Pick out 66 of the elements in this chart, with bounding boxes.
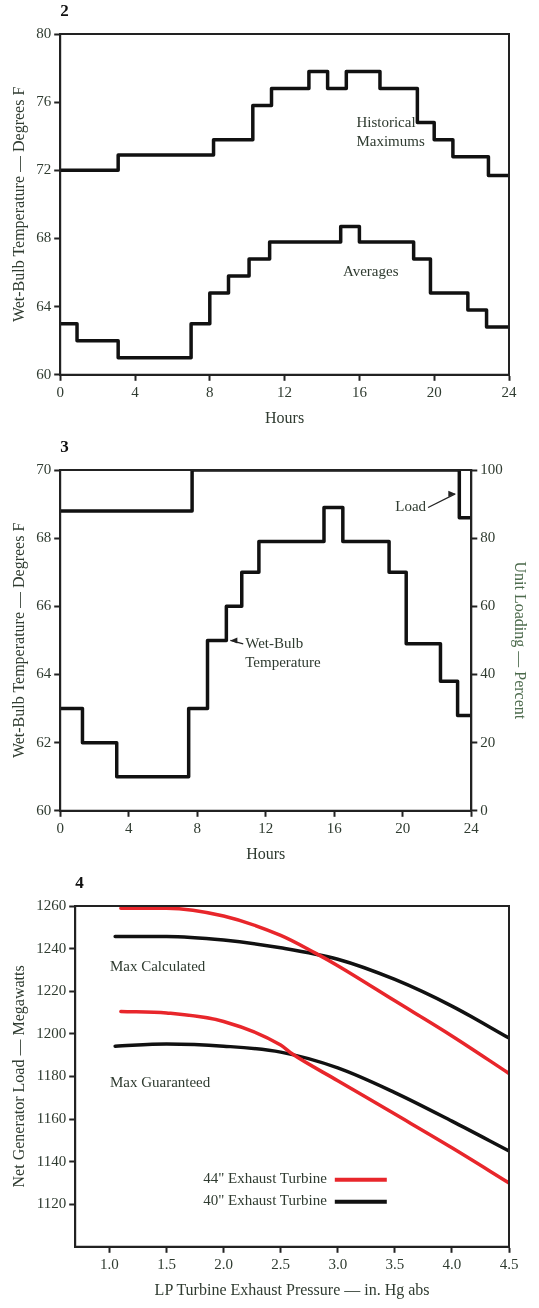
x-tick-label: 16 xyxy=(326,819,343,836)
y-tick-label: 1160 xyxy=(36,1109,67,1126)
annotation: Max Calculated xyxy=(109,958,206,975)
x-tick-label: 12 xyxy=(258,819,274,836)
y-tick-label: 64 xyxy=(36,297,52,314)
y-tick-label: 1140 xyxy=(36,1152,67,1169)
x-tick-label: 4 xyxy=(131,383,140,400)
y-tick-label: 1220 xyxy=(36,982,67,999)
x-tick-label: 1.0 xyxy=(100,1255,119,1272)
y-tick-label: 80 xyxy=(36,24,52,41)
y2-tick-label: 20 xyxy=(480,733,496,750)
y-tick-label: 1180 xyxy=(36,1067,67,1084)
x-tick-label: 2.5 xyxy=(271,1255,291,1272)
y-tick-label: 66 xyxy=(36,597,52,614)
series-label: Averages xyxy=(342,263,399,280)
x-tick-label: 8 xyxy=(206,383,214,400)
y-tick-label: 76 xyxy=(36,93,52,110)
y-axis-title: Wet-Bulb Temperature — Degrees F xyxy=(9,86,28,323)
legend-label: 44" Exhaust Turbine xyxy=(203,1169,328,1186)
y-tick-label: 1260 xyxy=(36,896,67,913)
x-axis-title: LP Turbine Exhaust Pressure — in. Hg abs xyxy=(154,1280,430,1299)
x-tick-label: 4 xyxy=(124,819,133,836)
y2-axis-title: Unit Loading — Percent xyxy=(511,561,530,720)
x-tick-label: 0 xyxy=(56,819,64,836)
x-axis-title: Hours xyxy=(265,408,305,426)
y-tick-label: 64 xyxy=(36,665,52,682)
y-tick-label: 1120 xyxy=(36,1195,67,1212)
y2-tick-label: 40 xyxy=(480,665,496,682)
y2-tick-label: 80 xyxy=(480,529,496,546)
y-tick-label: 72 xyxy=(36,161,52,178)
y2-tick-label: 60 xyxy=(480,597,496,614)
y-axis-title: Wet-Bulb Temperature — Degrees F xyxy=(9,522,28,759)
x-tick-label: 4.0 xyxy=(442,1255,462,1272)
annotation: Max Guaranteed xyxy=(109,1074,211,1091)
x-tick-label: 20 xyxy=(426,383,442,400)
x-tick-label: 3.0 xyxy=(328,1255,348,1272)
series-label: Load xyxy=(395,498,427,515)
y-tick-label: 68 xyxy=(36,529,52,546)
x-tick-label: 8 xyxy=(193,819,201,836)
y-tick-label: 62 xyxy=(36,733,52,750)
legend-label: 40" Exhaust Turbine xyxy=(203,1191,328,1208)
x-tick-label: 24 xyxy=(501,383,517,400)
y-tick-label: 60 xyxy=(36,365,52,382)
y-tick-label: 60 xyxy=(36,801,52,818)
x-tick-label: 16 xyxy=(351,383,368,400)
x-tick-label: 20 xyxy=(395,819,411,836)
x-tick-label: 1.5 xyxy=(157,1255,176,1272)
x-axis-title: Hours xyxy=(246,844,286,862)
y2-tick-label: 0 xyxy=(480,801,488,818)
x-tick-label: 12 xyxy=(277,383,293,400)
y-tick-label: 1240 xyxy=(36,939,67,956)
chart-title: 3 xyxy=(60,436,69,456)
chart-title: 2 xyxy=(60,0,69,20)
x-tick-label: 2.0 xyxy=(214,1255,233,1272)
y-tick-label: 68 xyxy=(36,229,52,246)
y-axis-title: Net Generator Load — Megawatts xyxy=(9,965,28,1188)
y2-tick-label: 100 xyxy=(480,460,503,477)
chart-title: 4 xyxy=(75,872,85,892)
y-tick-label: 70 xyxy=(36,460,52,477)
x-tick-label: 0 xyxy=(56,383,64,400)
series-label: Historical Maximums xyxy=(356,113,425,149)
x-tick-label: 24 xyxy=(463,819,480,836)
x-tick-label: 4.5 xyxy=(499,1255,519,1272)
series-label: Wet-Bulb Temperature xyxy=(245,634,322,670)
x-tick-label: 3.5 xyxy=(385,1255,405,1272)
y-tick-label: 1200 xyxy=(36,1024,67,1041)
